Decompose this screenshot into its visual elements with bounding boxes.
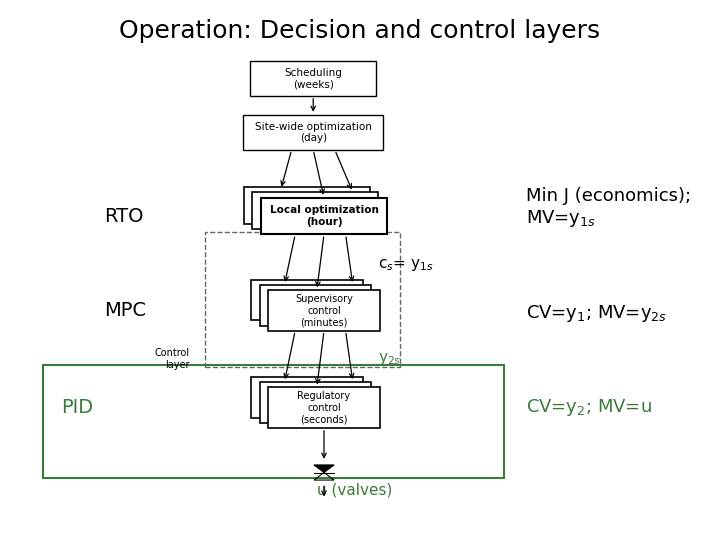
Bar <box>251 377 362 417</box>
Bar <box>268 388 380 428</box>
Text: CV=y$_{1}$; MV=y$_{2s}$: CV=y$_{1}$; MV=y$_{2s}$ <box>526 303 667 323</box>
Text: y$_{2s}$: y$_{2s}$ <box>378 351 401 367</box>
Polygon shape <box>314 465 334 472</box>
Text: PID: PID <box>61 398 94 417</box>
Text: Local optimization
(hour): Local optimization (hour) <box>269 205 379 227</box>
Text: u (valves): u (valves) <box>317 483 392 498</box>
Bar <box>243 114 383 150</box>
Text: Regulatory
control
(seconds): Regulatory control (seconds) <box>297 391 351 424</box>
Bar <box>43 364 504 478</box>
Bar <box>268 291 380 330</box>
Text: CV=y$_{2}$; MV=u: CV=y$_{2}$; MV=u <box>526 397 652 418</box>
Bar <box>243 187 370 224</box>
Text: c$_{s}$= y$_{1s}$: c$_{s}$= y$_{1s}$ <box>378 256 433 273</box>
Bar <box>260 382 372 423</box>
Text: MPC: MPC <box>104 301 146 320</box>
Text: Supervisory
control
(minutes): Supervisory control (minutes) <box>295 294 353 327</box>
Bar <box>251 61 376 96</box>
Bar <box>260 285 372 326</box>
Bar <box>251 280 362 320</box>
Text: Control
layer: Control layer <box>155 348 190 370</box>
Bar <box>261 198 387 234</box>
Text: RTO: RTO <box>104 206 144 226</box>
Text: Min J (economics);
MV=y$_{1s}$: Min J (economics); MV=y$_{1s}$ <box>526 187 690 229</box>
Text: Scheduling
(weeks): Scheduling (weeks) <box>284 68 342 89</box>
Text: Operation: Decision and control layers: Operation: Decision and control layers <box>120 19 600 43</box>
Bar <box>253 192 379 229</box>
Bar <box>205 232 400 367</box>
Text: Site-wide optimization
(day): Site-wide optimization (day) <box>255 122 372 143</box>
